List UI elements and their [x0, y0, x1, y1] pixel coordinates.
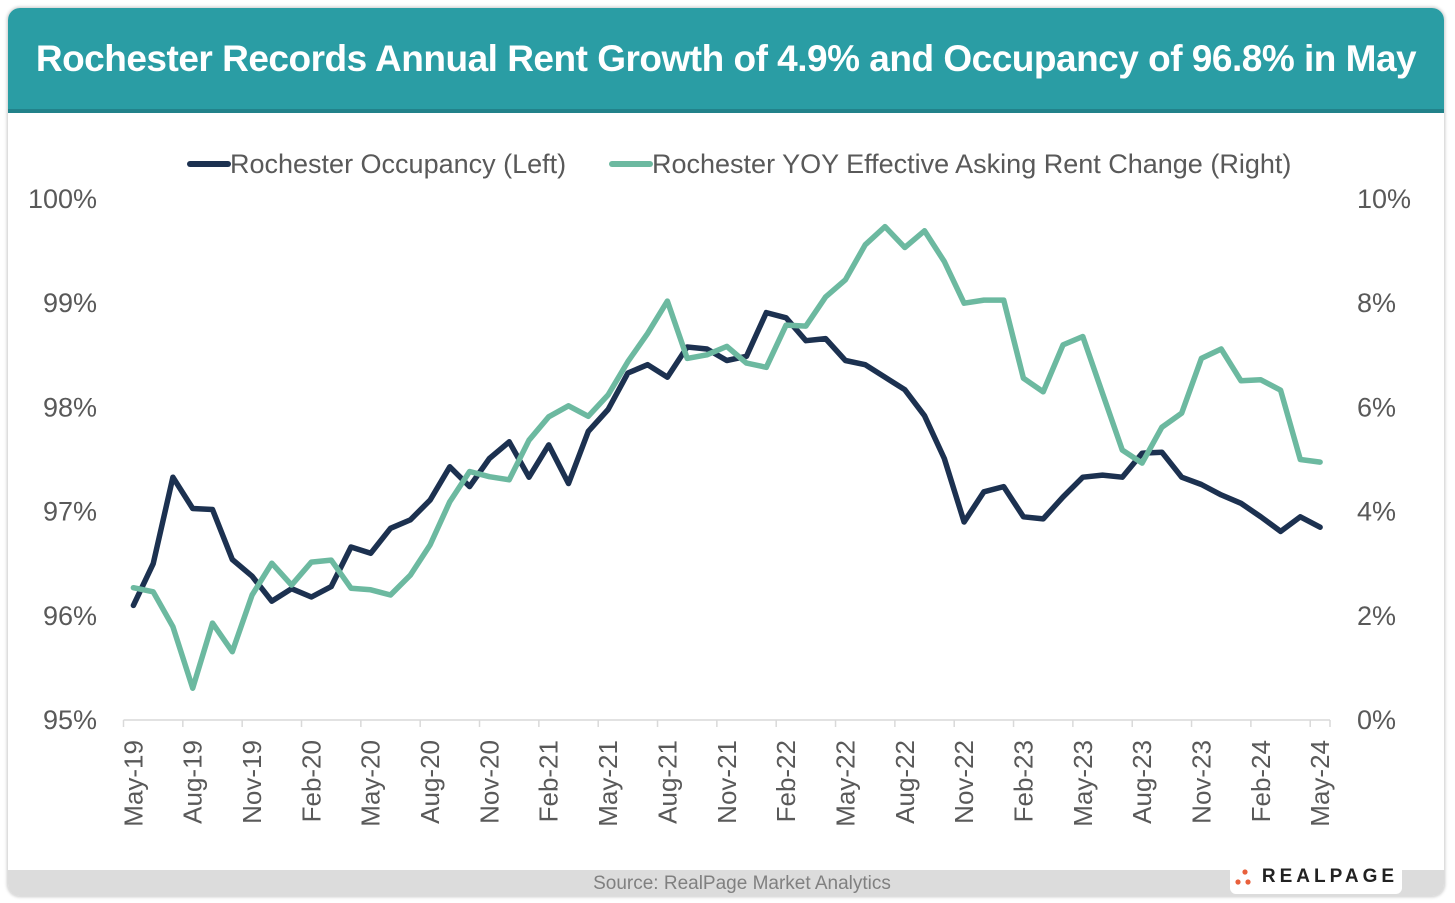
series-line-occupancy	[130, 309, 1323, 609]
y-left-tick-label: 95%	[43, 705, 97, 735]
x-tick-label: May-22	[830, 740, 860, 827]
x-tick-label: Nov-22	[949, 740, 979, 824]
y-right-tick-label: 4%	[1357, 497, 1396, 527]
series-line-rent-change	[130, 223, 1323, 691]
x-tick-label: Feb-23	[1008, 740, 1038, 822]
logo-text: REALPAGE	[1261, 866, 1399, 887]
x-tick-label: Aug-20	[415, 740, 445, 824]
x-tick-label: May-23	[1068, 740, 1098, 827]
legend-label: Rochester Occupancy (Left)	[230, 149, 566, 179]
x-tick-label: May-24	[1305, 740, 1335, 827]
x-tick-label: Nov-19	[237, 740, 267, 824]
x-tick-label: Aug-21	[652, 740, 682, 824]
footer-bar: Source: RealPage Market Analytics REALPA…	[8, 860, 1444, 896]
realpage-logo: REALPAGE	[1230, 860, 1402, 894]
y-right-tick-label: 8%	[1357, 288, 1396, 318]
x-tick-label: Feb-24	[1246, 740, 1276, 822]
x-tick-label: Aug-19	[178, 740, 208, 824]
y-right-tick-label: 2%	[1357, 601, 1396, 631]
y-left-tick-label: 98%	[43, 392, 97, 422]
x-tick-label: Feb-22	[771, 740, 801, 822]
y-left-tick-label: 97%	[43, 497, 97, 527]
legend-label: Rochester YOY Effective Asking Rent Chan…	[652, 149, 1291, 179]
x-tick-label: Feb-20	[296, 740, 326, 822]
x-tick-label: Nov-20	[474, 740, 504, 824]
x-tick-label: Feb-21	[534, 740, 564, 822]
y-left-tick-label: 99%	[43, 288, 97, 318]
chart-card: Rochester Records Annual Rent Growth of …	[8, 8, 1444, 896]
x-tick-label: May-19	[118, 740, 148, 827]
y-right-tick-label: 6%	[1357, 392, 1396, 422]
y-right-tick-label: 0%	[1357, 705, 1396, 735]
x-tick-label: Nov-21	[712, 740, 742, 824]
y-left-tick-label: 100%	[28, 184, 97, 214]
source-note: Source: RealPage Market Analytics	[593, 873, 891, 894]
x-tick-label: May-20	[356, 740, 386, 827]
x-tick-label: Aug-23	[1127, 740, 1157, 824]
chart-title: Rochester Records Annual Rent Growth of …	[35, 37, 1417, 79]
logo-dots-icon	[1235, 869, 1251, 885]
y-left-tick-label: 96%	[43, 601, 97, 631]
x-tick-label: Nov-23	[1186, 740, 1216, 824]
x-tick-label: May-21	[593, 740, 623, 827]
y-right-tick-label: 10%	[1357, 184, 1411, 214]
x-tick-label: Aug-22	[890, 740, 920, 824]
header-banner: Rochester Records Annual Rent Growth of …	[8, 8, 1444, 113]
